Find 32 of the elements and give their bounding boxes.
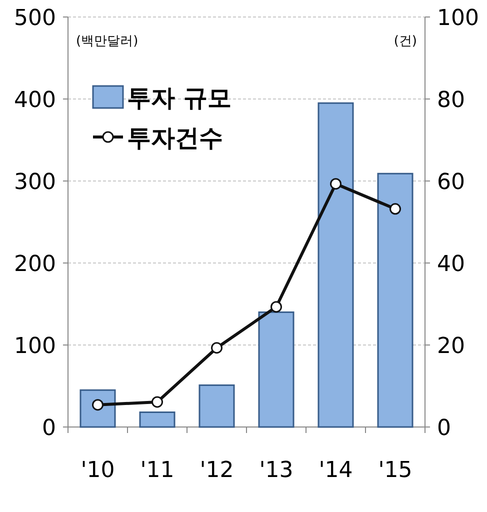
- point: [270, 301, 282, 313]
- legend-label: 투자건수: [127, 124, 223, 152]
- point: [330, 178, 342, 190]
- y-tick-label: 200: [14, 252, 56, 277]
- x-tick-label: '14: [318, 458, 353, 483]
- y2-tick-label: 80: [437, 88, 465, 113]
- point: [152, 396, 163, 408]
- y2-axis-title: (건): [394, 34, 417, 49]
- bar: [139, 411, 176, 428]
- y2-tick-label: 100: [437, 6, 479, 31]
- y2-tick-label: 40: [437, 252, 465, 277]
- point: [390, 203, 401, 215]
- x-tick-label: '13: [259, 458, 294, 483]
- x-tick-label: '11: [140, 458, 174, 483]
- x-tick-label: '10: [80, 458, 115, 483]
- y-tick-label: 300: [14, 170, 56, 195]
- bar: [377, 172, 414, 428]
- y2-tick-label: 0: [437, 416, 451, 441]
- legend-label: 투자 규모: [127, 84, 232, 112]
- bar: [198, 384, 235, 428]
- y-axis-title: (백만달러): [76, 34, 138, 49]
- y-tick-label: 100: [14, 334, 56, 359]
- x-tick-label: '15: [378, 458, 412, 483]
- y2-tick-label: 60: [437, 170, 465, 195]
- bar: [318, 102, 354, 428]
- bar: [258, 311, 294, 428]
- x-tick-label: '12: [200, 458, 234, 483]
- y2-tick-label: 20: [437, 334, 465, 359]
- point: [211, 342, 222, 354]
- y-tick-label: 500: [14, 6, 56, 31]
- y-tick-label: 0: [42, 416, 56, 441]
- y-tick-label: 400: [14, 88, 56, 113]
